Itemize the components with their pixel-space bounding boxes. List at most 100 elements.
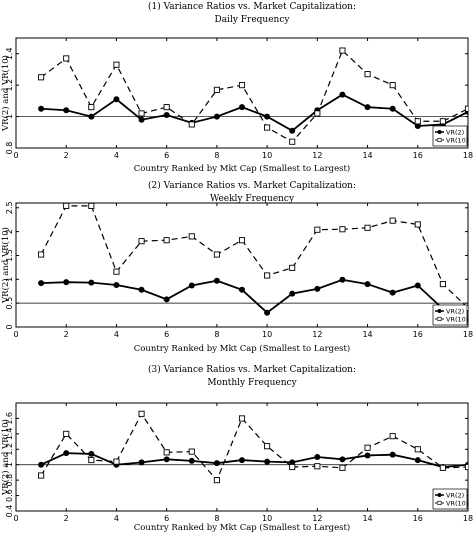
- legend-marker: [437, 137, 442, 143]
- data-point-vr10: [389, 433, 396, 440]
- data-point-vr10: [38, 472, 45, 479]
- x-tick-label: 16: [413, 151, 423, 160]
- plot-area: [38, 203, 468, 316]
- data-point-vr10: [364, 224, 371, 231]
- data-point-vr2: [239, 286, 245, 293]
- data-point-vr10: [163, 237, 170, 244]
- data-point-vr10: [238, 237, 246, 244]
- data-point-vr10: [138, 238, 145, 245]
- data-point-vr2: [213, 113, 220, 120]
- data-point-vr2: [414, 123, 421, 129]
- series-line-vr10: [40, 205, 468, 309]
- x-tick-label: 16: [413, 514, 423, 523]
- x-tick-label: 6: [164, 514, 169, 523]
- chart-title: (2) Variance Ratios vs. Market Capitaliz…: [148, 180, 356, 191]
- data-point-vr2: [414, 457, 421, 464]
- data-point-vr10: [213, 86, 220, 93]
- data-point-vr10: [63, 55, 70, 62]
- data-point-vr10: [138, 110, 145, 117]
- data-point-vr10: [88, 457, 95, 464]
- legend-label: VR(10): [446, 499, 468, 507]
- y-tick-label: 1: [5, 277, 14, 282]
- x-tick-label: 16: [413, 330, 423, 339]
- data-point-vr2: [63, 450, 70, 457]
- chart-title: (3) Variance Ratios vs. Market Capitaliz…: [148, 364, 356, 375]
- data-point-vr10: [238, 82, 246, 89]
- data-point-vr10: [339, 464, 346, 471]
- data-point-vr2: [213, 277, 220, 284]
- legend-marker: [437, 493, 442, 497]
- data-point-vr2: [163, 456, 170, 463]
- data-point-vr10: [88, 104, 95, 111]
- data-point-vr2: [264, 309, 271, 316]
- legend-marker: [437, 130, 442, 134]
- data-point-vr2: [364, 281, 371, 288]
- legend: VR(2)VR(10): [432, 488, 468, 510]
- data-point-vr10: [163, 449, 170, 456]
- x-tick-label: 2: [64, 151, 69, 160]
- series-line-vr2: [40, 452, 468, 468]
- chart-title: (1) Variance Ratios vs. Market Capitaliz…: [148, 1, 356, 12]
- series-line-vr2: [41, 278, 468, 314]
- data-point-vr10: [264, 124, 271, 131]
- data-point-vr10: [289, 138, 296, 145]
- y-tick-label: 0.5: [5, 297, 14, 310]
- x-tick-label: 4: [114, 151, 119, 160]
- x-tick-label: 18: [463, 514, 473, 523]
- data-point-vr10: [464, 105, 468, 112]
- data-point-vr2: [289, 127, 296, 134]
- y-tick-label: 1.2: [5, 443, 14, 456]
- data-point-vr10: [339, 226, 346, 233]
- x-tick-label: 6: [164, 151, 169, 160]
- data-point-vr10: [113, 268, 120, 275]
- data-point-vr10: [188, 121, 195, 128]
- legend-marker: [437, 309, 442, 313]
- data-point-vr10: [63, 203, 70, 209]
- data-point-vr2: [414, 282, 421, 289]
- data-point-vr2: [88, 279, 95, 286]
- data-point-vr10: [314, 463, 321, 470]
- data-point-vr2: [38, 461, 45, 468]
- data-point-vr2: [63, 279, 70, 286]
- chart-panel-3: (3) Variance Ratios vs. Market Capitaliz…: [0, 364, 473, 533]
- data-point-vr10: [439, 281, 446, 288]
- data-point-vr2: [389, 451, 396, 458]
- y-axis-label: VR(2) and VR(10): [0, 227, 11, 304]
- y-tick-label: 1.4: [5, 47, 14, 60]
- data-point-vr10: [364, 444, 371, 451]
- data-point-vr10: [314, 110, 321, 117]
- x-tick-label: 10: [262, 151, 272, 160]
- data-point-vr10: [389, 217, 396, 224]
- data-point-vr10: [113, 458, 120, 465]
- legend-marker: [437, 500, 442, 506]
- x-tick-label: 0: [13, 514, 18, 523]
- y-tick-label: 0.8: [5, 142, 14, 155]
- y-tick-label: 0.8: [5, 474, 14, 487]
- data-point-vr10: [414, 221, 421, 228]
- y-tick-label: 1.5: [5, 249, 14, 262]
- series-line-vr2: [41, 93, 468, 132]
- data-point-vr2: [213, 460, 220, 467]
- x-tick-label: 18: [463, 151, 473, 160]
- x-tick-label: 8: [214, 330, 219, 339]
- x-tick-label: 0: [13, 151, 18, 160]
- plot-frame: [15, 202, 469, 328]
- plot-area: [38, 410, 468, 484]
- legend-label: VR(2): [446, 491, 464, 499]
- legend-label: VR(2): [446, 307, 464, 315]
- data-point-vr10: [289, 264, 296, 271]
- plot-area: [38, 47, 468, 145]
- data-point-vr2: [188, 282, 195, 289]
- data-point-vr10: [138, 410, 145, 417]
- data-point-vr10: [88, 203, 95, 209]
- data-point-vr2: [289, 459, 296, 466]
- y-tick-label: 0: [5, 324, 14, 329]
- x-tick-label: 12: [312, 330, 322, 339]
- x-axis-label: Country Ranked by Mkt Cap (Smallest to L…: [134, 522, 350, 533]
- data-point-vr10: [113, 61, 120, 68]
- data-point-vr2: [163, 296, 170, 303]
- data-point-vr2: [38, 280, 45, 287]
- x-tick-label: 8: [214, 514, 219, 523]
- chart-subtitle: Weekly Frequency: [210, 194, 295, 204]
